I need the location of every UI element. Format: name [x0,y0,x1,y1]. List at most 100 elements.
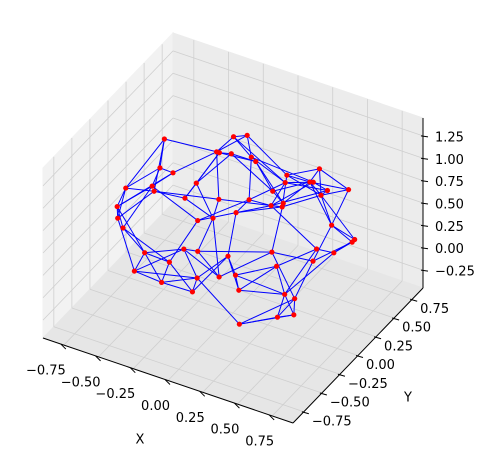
point [314,246,320,252]
point [310,258,316,264]
edge [239,298,295,325]
edge [183,248,198,279]
edge [246,135,252,158]
edge [216,134,248,153]
edge [230,153,274,192]
point [157,165,163,171]
point [274,314,281,320]
edge [168,261,193,293]
y-axis-line [292,287,424,424]
tick-mark [268,414,275,421]
point [216,274,222,280]
edge [196,277,240,325]
point [182,195,188,201]
point [279,204,285,210]
edge [161,281,193,293]
edge [219,152,256,163]
edge [309,168,320,183]
edge [195,182,214,219]
edge [331,224,355,240]
edge [238,265,277,291]
edge [284,248,318,295]
tick-mark [420,247,429,250]
point [228,151,234,157]
point [181,246,187,252]
edge [144,252,163,283]
edge [233,136,286,183]
point [269,249,275,255]
point [216,196,222,202]
edge [154,190,186,199]
point [244,132,250,138]
edge [151,185,199,221]
edge [282,194,322,208]
grid-line [42,95,174,231]
tick-mark [95,355,101,362]
edge [192,255,229,293]
edge [235,265,277,276]
tick-mark [420,224,429,227]
edge [212,199,220,219]
z-tick-label: 0.50 [435,198,464,213]
edge [233,136,252,158]
edge [133,252,146,272]
edge [235,274,285,295]
edge [144,252,170,263]
point [268,203,274,209]
point [123,185,129,191]
edge [197,250,272,253]
tick-mark [420,202,429,205]
point [282,291,288,297]
point [114,203,120,210]
point [210,215,216,221]
edge [122,185,153,229]
edge [227,212,237,257]
point [194,275,200,281]
edge [196,255,229,279]
point [329,222,335,228]
z-tick-label: −0.25 [435,265,475,280]
edge [116,206,146,253]
x-axis-line [42,337,294,424]
point [274,263,280,269]
edge [271,203,284,253]
point [331,250,337,256]
edge [183,248,220,278]
point [236,321,242,327]
y-tick-label: −0.25 [348,377,388,392]
x-axis-label: X [136,433,145,448]
grid-line [107,270,359,356]
edge [235,206,283,214]
edge [270,182,286,206]
edge [293,298,296,315]
edge [271,251,296,299]
point [189,289,196,295]
edge [309,181,349,191]
point [166,259,172,265]
edge [255,161,274,192]
edge [294,260,314,299]
edge [184,197,214,219]
point [193,180,199,186]
edge [270,190,328,207]
point [270,188,276,194]
edge [277,314,294,318]
x-tick-label: 0.25 [176,411,205,426]
point [195,248,201,254]
point [324,187,331,194]
tick-mark [234,402,240,409]
edge [172,151,217,174]
grid-line [89,288,341,375]
tick-mark [129,367,136,374]
tick-mark [199,390,206,397]
y-tick-label: 0.25 [384,339,413,354]
edge [154,190,219,200]
edge [216,151,220,200]
point [131,268,137,274]
point [352,236,358,243]
edge [197,217,214,252]
point [345,187,352,193]
point [225,253,231,259]
edge [285,182,328,191]
edge [216,136,234,153]
